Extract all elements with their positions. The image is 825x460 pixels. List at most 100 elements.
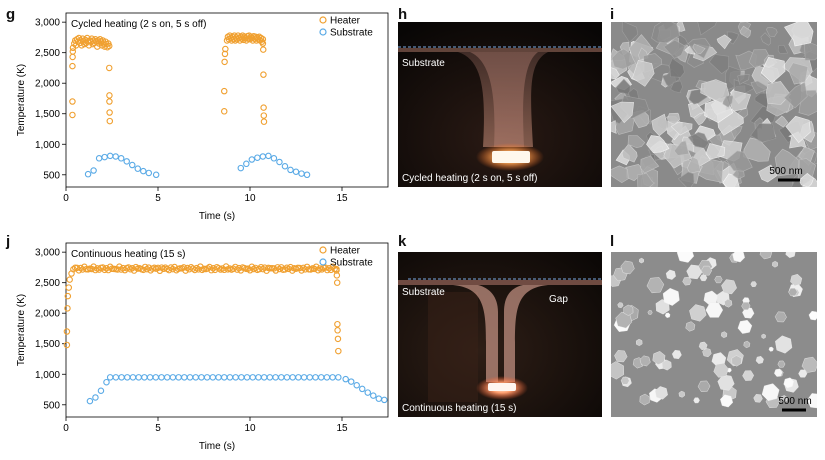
data-point [226, 374, 234, 381]
data-point [295, 374, 302, 381]
sem-hexagon [755, 355, 764, 364]
data-point [106, 152, 114, 160]
data-point [123, 158, 130, 165]
data-point [106, 92, 113, 99]
data-point [266, 374, 274, 381]
data-point [84, 170, 92, 178]
data-point [314, 266, 322, 274]
sem-flake [785, 115, 811, 144]
chart-cycled-heating: 0 5 10 15 500 1,000 1,500 2,000 2,500 3,000 Time (… [16, 12, 389, 222]
data-point [370, 392, 377, 399]
sem-hexagon [635, 338, 643, 347]
data-point [221, 58, 228, 66]
data-point [101, 153, 108, 161]
sem-flake [765, 26, 778, 38]
sem-hexagon [617, 302, 624, 309]
photo-k-substrate-label: Substrate [402, 287, 445, 298]
sem-hexagon [737, 319, 753, 334]
sem-flake [670, 121, 693, 136]
sem-hexagon [689, 304, 707, 322]
data-point [298, 170, 305, 177]
data-point [176, 265, 184, 272]
sem-flake [799, 173, 814, 187]
photo-continuous-heating: Substrate Gap Continuous heating (15 s) [398, 252, 602, 417]
plot-frame [65, 242, 389, 418]
panel-letter-g: g [6, 6, 16, 23]
data-point [69, 53, 76, 61]
data-point [324, 266, 331, 274]
sem-flake [646, 135, 670, 153]
data-point [128, 161, 136, 169]
data-point [86, 397, 94, 405]
sem-flake [774, 115, 789, 128]
data-point [232, 374, 239, 381]
y-axis-label: Temperature (K) [16, 64, 27, 136]
sem-flake [677, 171, 695, 187]
sem-flake [673, 140, 690, 156]
sem-hexagon [717, 374, 735, 391]
sem-hexagon [671, 349, 682, 360]
data-point [257, 263, 265, 271]
data-point [163, 374, 171, 381]
data-point [66, 276, 73, 283]
y-tick-label: 1,000 [35, 140, 60, 151]
data-point [186, 374, 194, 381]
data-point [265, 152, 272, 160]
sem-hexagon [783, 377, 795, 389]
data-point [140, 167, 147, 175]
legend-marker [319, 28, 327, 36]
data-point [281, 162, 289, 170]
sem-flake [694, 125, 716, 142]
data-point [117, 155, 125, 162]
sem-flake [611, 165, 629, 184]
data-point [266, 265, 274, 272]
data-point [63, 341, 71, 349]
x-tick-label: 10 [244, 423, 256, 434]
sem-hexagon [777, 360, 786, 368]
photo-h-scene: Substrate Cycled heating (2 s on, 5 s of… [398, 22, 602, 187]
chart-continuous-heating: 0 5 10 15 500 1,000 1,500 2,000 2,500 3,000 Time (… [16, 242, 389, 452]
sem-hexagon [611, 361, 625, 380]
sem-hexagon [801, 356, 817, 373]
data-point [243, 160, 250, 168]
sem-hexagon [701, 265, 713, 276]
sem-l-scale-label: 500 nm [778, 396, 811, 407]
data-point [146, 374, 154, 381]
data-point [364, 389, 372, 396]
data-point [260, 104, 267, 111]
data-point [260, 374, 268, 381]
series-heater [69, 32, 268, 125]
data-point [259, 46, 267, 53]
data-point [134, 165, 142, 172]
x-tick-label: 0 [63, 423, 69, 434]
data-point [287, 166, 294, 174]
data-point [259, 36, 267, 43]
sem-hexagon [654, 386, 668, 400]
sem-hexagon [682, 276, 692, 286]
data-point [203, 374, 211, 381]
x-tick-label: 0 [63, 193, 69, 204]
photo-k-gap-label: Gap [549, 294, 568, 305]
sem-flake [705, 143, 726, 160]
panel-letter-k: k [398, 233, 407, 250]
y-tick-label: 2,000 [35, 79, 60, 90]
sem-hexagon [720, 331, 728, 339]
data-point [181, 374, 188, 381]
data-point [292, 168, 300, 175]
sem-flake [765, 80, 792, 105]
data-point [312, 374, 319, 381]
data-point [100, 40, 107, 47]
data-point [236, 37, 244, 44]
legend-label: Heater [330, 246, 361, 257]
data-point [312, 263, 320, 270]
panel-letter-h: h [398, 6, 408, 23]
sem-hexagon [647, 310, 653, 315]
data-point [283, 374, 291, 381]
chart-title: Cycled heating (2 s on, 5 s off) [71, 19, 206, 30]
sem-flake [611, 67, 620, 80]
sem-flake [758, 164, 778, 183]
data-point [198, 374, 205, 381]
data-point [175, 374, 182, 381]
sem-flake [687, 131, 709, 149]
sem-l-texture: 500 nm [611, 252, 817, 417]
